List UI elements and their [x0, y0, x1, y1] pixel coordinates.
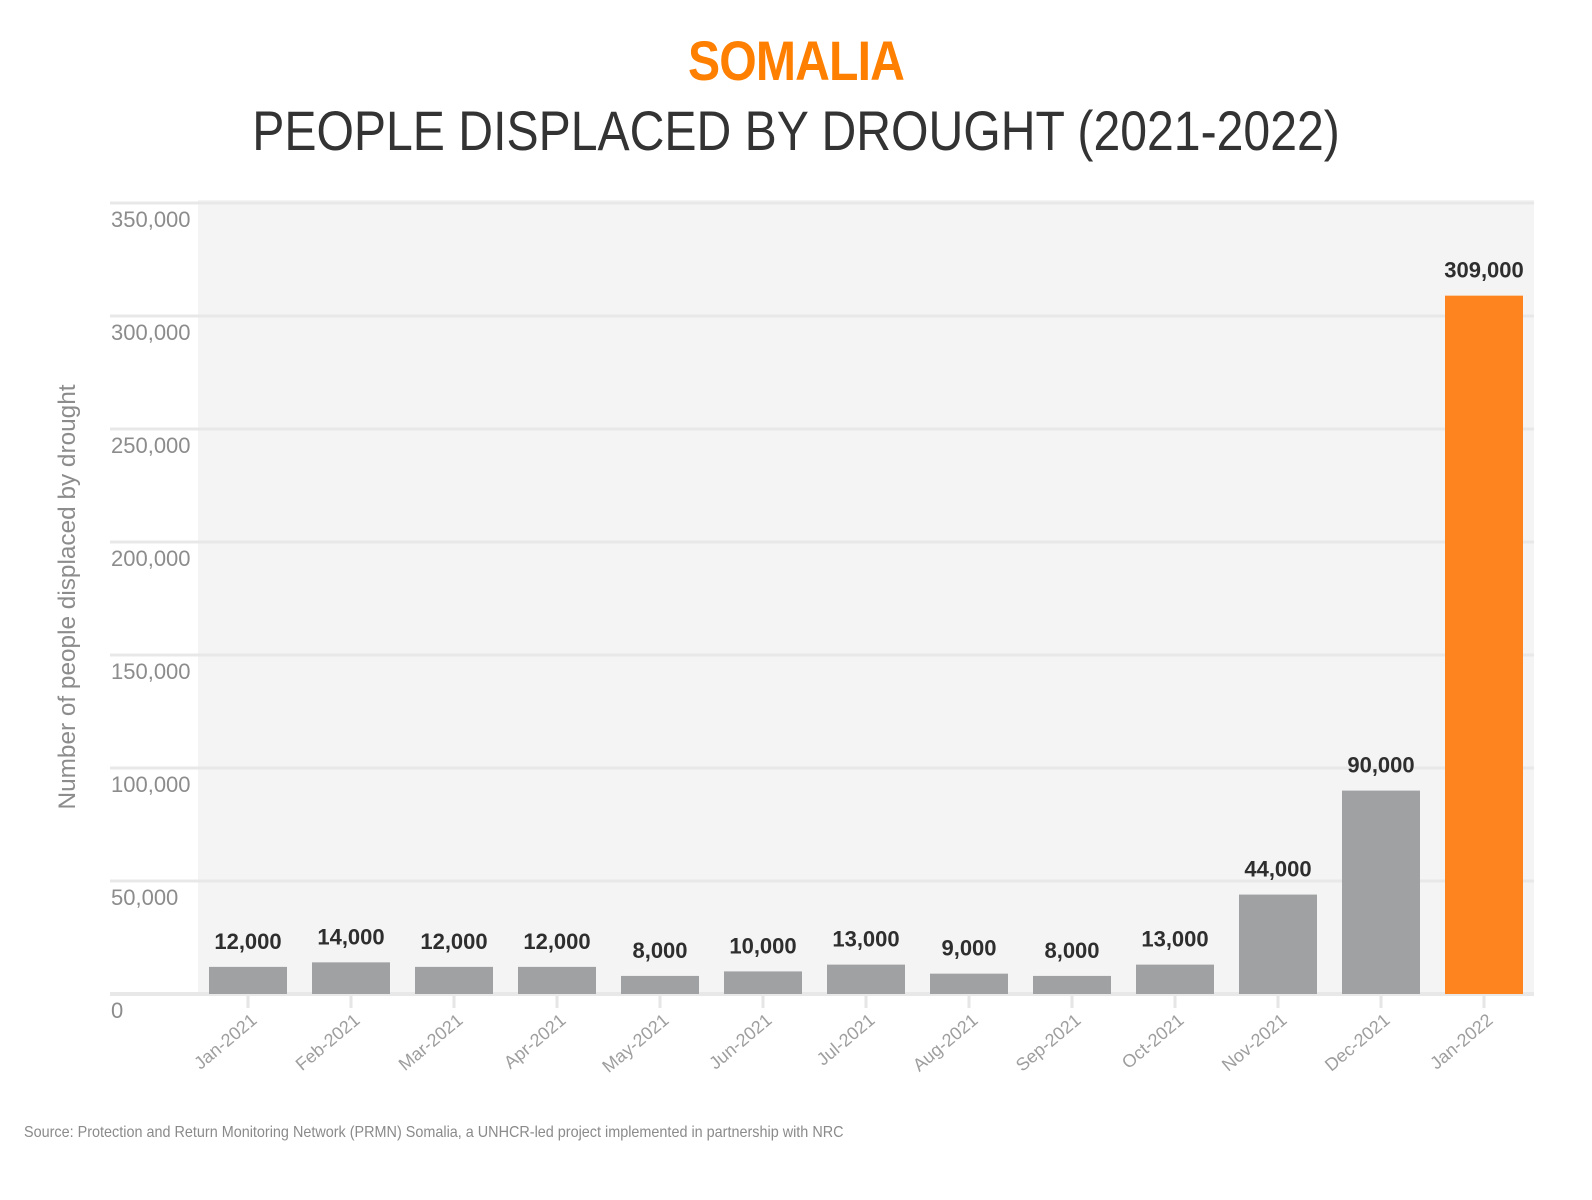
- y-tick-label: 50,000: [111, 885, 178, 910]
- y-tick-label: 250,000: [111, 433, 191, 458]
- bar-mar-2021: [415, 966, 493, 994]
- data-label: 8,000: [1044, 938, 1099, 963]
- data-label: 12,000: [214, 929, 281, 954]
- y-tick-label: 300,000: [111, 320, 191, 345]
- x-tick-label: Apr-2021: [500, 1010, 570, 1073]
- bar-nov-2021: [1239, 894, 1317, 994]
- x-axis-ticks: Jan-2021 Feb-2021 Mar-2021 Apr-2021 May-2021…: [190, 996, 1497, 1077]
- y-tick-label: 200,000: [111, 546, 191, 571]
- bar-jan-2021: [209, 966, 287, 994]
- x-tick-label: May-2021: [598, 1010, 672, 1077]
- data-label: 10,000: [729, 933, 796, 958]
- data-label: 14,000: [317, 924, 384, 949]
- x-tick-label: Mar-2021: [395, 1010, 467, 1075]
- y-tick-label: 0: [111, 998, 123, 1023]
- bar-jun-2021: [724, 971, 802, 994]
- x-tick-label: Aug-2021: [909, 1010, 982, 1076]
- y-tick-label: 350,000: [111, 207, 191, 232]
- plot-background: [198, 200, 1534, 995]
- x-tick-label: Jul-2021: [813, 1010, 879, 1070]
- bar-apr-2021: [518, 966, 596, 994]
- x-tick-label: Feb-2021: [292, 1010, 364, 1075]
- x-tick-label: Jun-2021: [705, 1010, 775, 1074]
- chart-title: SOMALIA: [687, 29, 905, 92]
- x-tick-label: Nov-2021: [1218, 1010, 1291, 1075]
- data-label: 44,000: [1244, 857, 1311, 882]
- data-label: 12,000: [420, 929, 487, 954]
- data-label: 309,000: [1444, 258, 1524, 283]
- source-note: Source: Protection and Return Monitoring…: [24, 1124, 844, 1141]
- y-tick-label: 100,000: [111, 772, 191, 797]
- data-label: 9,000: [941, 936, 996, 961]
- bar-sep-2021: [1033, 975, 1111, 994]
- bar-jan-2022: [1445, 295, 1523, 994]
- x-tick-label: Jan-2022: [1426, 1010, 1496, 1074]
- x-tick-label: Sep-2021: [1012, 1010, 1085, 1076]
- chart-subtitle: PEOPLE DISPLACED BY DROUGHT (2021-2022): [252, 99, 1340, 162]
- bar-may-2021: [621, 975, 699, 994]
- bar-chart: 0 50,000 100,000 150,000 200,000 250,000 300,0…: [54, 200, 1534, 1077]
- y-axis-ticks: 0 50,000 100,000 150,000 200,000 250,000 300,0…: [111, 207, 191, 1023]
- x-tick-label: Dec-2021: [1321, 1010, 1394, 1075]
- data-label: 13,000: [1141, 927, 1208, 952]
- bar-oct-2021: [1136, 964, 1214, 994]
- data-label: 12,000: [523, 929, 590, 954]
- data-label: 90,000: [1347, 753, 1414, 778]
- bar-aug-2021: [930, 973, 1008, 994]
- x-tick-label: Jan-2021: [190, 1010, 260, 1074]
- data-labels: 12,000 14,000 12,000 12,000 8,000 10,000 13,00…: [214, 258, 1523, 963]
- data-label: 13,000: [832, 927, 899, 952]
- y-axis-label: Number of people displaced by drought: [54, 384, 81, 809]
- bars: [209, 295, 1523, 994]
- bar-dec-2021: [1342, 790, 1420, 994]
- bar-jul-2021: [827, 964, 905, 994]
- y-tick-label: 150,000: [111, 659, 191, 684]
- bar-feb-2021: [312, 962, 390, 994]
- data-label: 8,000: [632, 938, 687, 963]
- x-tick-label: Oct-2021: [1118, 1010, 1188, 1073]
